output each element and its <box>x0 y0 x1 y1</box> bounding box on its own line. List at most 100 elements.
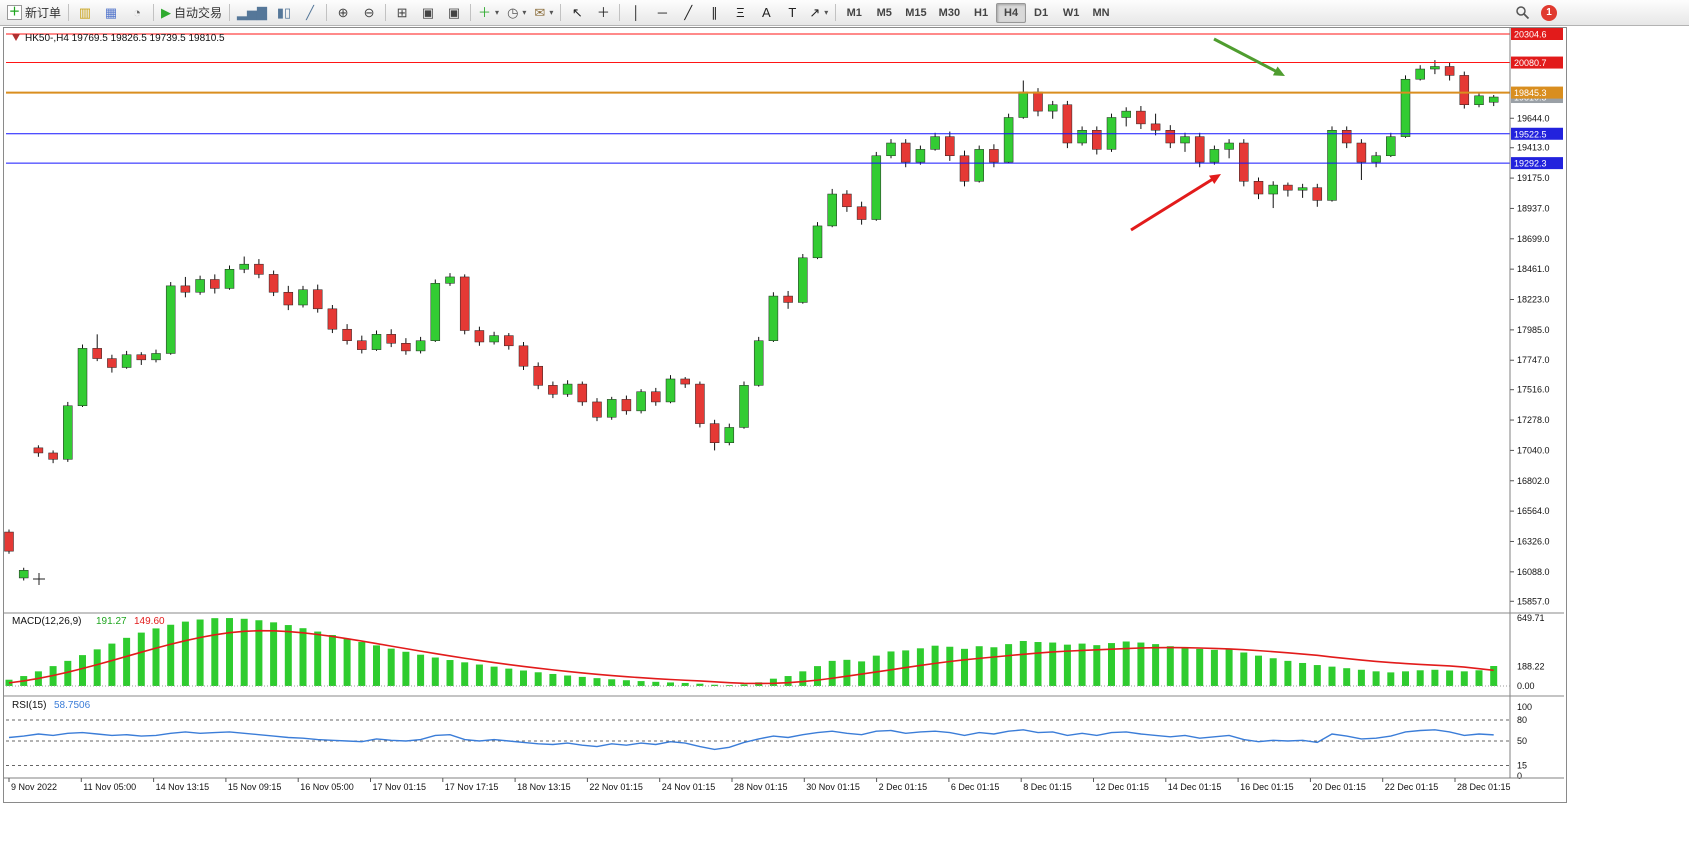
search-icon <box>1515 6 1529 20</box>
label-button[interactable]: T <box>779 2 805 24</box>
search-button[interactable] <box>1509 2 1535 24</box>
channel-button[interactable]: ∥ <box>701 2 727 24</box>
shapes-button[interactable]: ↗ ▾ <box>805 2 832 24</box>
svg-text:22 Dec 01:15: 22 Dec 01:15 <box>1385 782 1439 792</box>
candlestick-series <box>4 60 1499 581</box>
new-chart-icon: ＋ <box>478 5 492 20</box>
svg-text:16 Dec 01:15: 16 Dec 01:15 <box>1240 782 1294 792</box>
tile-windows-button[interactable]: ⊞ <box>389 2 415 24</box>
svg-text:188.22: 188.22 <box>1517 661 1545 671</box>
line-chart-button[interactable]: ╱ <box>297 2 323 24</box>
timeframe-m30-button[interactable]: M30 <box>938 6 961 19</box>
data-window-button[interactable]: ◔ <box>124 2 150 24</box>
chart-info: HK50-,H4 19769.5 19826.5 19739.5 19810.5 <box>12 33 225 44</box>
svg-text:19292.3: 19292.3 <box>1514 159 1547 169</box>
candlestick-chart-button[interactable]: ▮▯ <box>271 2 297 24</box>
svg-text:16326.0: 16326.0 <box>1517 536 1550 546</box>
cursor-button[interactable]: ↖ <box>564 2 590 24</box>
svg-text:19845.3: 19845.3 <box>1514 88 1547 98</box>
charts-profile-icon: ▥ <box>78 5 92 20</box>
toolbar-separator <box>68 4 70 21</box>
svg-text:12 Dec 01:15: 12 Dec 01:15 <box>1096 782 1150 792</box>
svg-text:80: 80 <box>1517 715 1527 725</box>
arrange-windows-icon: ▣ <box>447 5 461 20</box>
timeframe-h4-button[interactable]: H4 <box>996 2 1027 23</box>
price-badge-20080.7 <box>1511 56 1563 69</box>
chart-canvas[interactable]: HK50-,H4 19769.5 19826.5 19739.5 19810.5… <box>4 28 1564 800</box>
macd-signal-line <box>8 629 1494 685</box>
svg-text:18699.0: 18699.0 <box>1517 234 1550 244</box>
notification-badge[interactable]: 1 <box>1541 4 1557 21</box>
zoom-in-button[interactable]: ⊕ <box>330 2 356 24</box>
toolbar-separator <box>619 4 621 21</box>
timeframe-mn-button[interactable]: MN <box>1092 6 1110 19</box>
market-watch-button[interactable]: ▦ <box>98 2 124 24</box>
period-button[interactable]: ◷ ▾ <box>503 2 530 24</box>
svg-text:20080.7: 20080.7 <box>1514 58 1547 68</box>
horizontal-line-button[interactable]: ─ <box>649 2 675 24</box>
price-badge-19845.3 <box>1511 86 1563 99</box>
svg-text:2 Dec 01:15: 2 Dec 01:15 <box>879 782 928 792</box>
price-badge-19522.5 <box>1511 127 1563 140</box>
new-order-button-label: 新订单 <box>25 6 62 20</box>
svg-text:17516.0: 17516.0 <box>1517 385 1550 395</box>
svg-text:16088.0: 16088.0 <box>1517 567 1550 577</box>
svg-text:24 Nov 01:15: 24 Nov 01:15 <box>662 782 716 792</box>
svg-text:11 Nov 05:00: 11 Nov 05:00 <box>83 782 136 792</box>
timeframe-w1-button[interactable]: W1 <box>1062 6 1080 19</box>
timeframe-h1-button[interactable]: H1 <box>974 6 989 19</box>
svg-text:15 Nov 09:15: 15 Nov 09:15 <box>228 782 282 792</box>
timeframe-group: M1 M5 M15 M30 H1 H4 D1 W1 MN <box>839 2 1116 23</box>
svg-text:9 Nov 2022: 9 Nov 2022 <box>11 782 57 792</box>
svg-text:649.71: 649.71 <box>1517 613 1545 623</box>
new-order-button[interactable]: ＋新订单 <box>3 2 65 24</box>
timeframe-m5-button[interactable]: M5 <box>876 6 892 19</box>
cascade-windows-icon: ▣ <box>421 5 435 20</box>
horizontal-line-icon: ─ <box>657 5 667 20</box>
fibonacci-button[interactable]: Ξ <box>727 2 753 24</box>
timeframe-m15-button[interactable]: M15 <box>905 6 927 19</box>
trendline-button[interactable]: ╱ <box>675 2 701 24</box>
svg-text:16564.0: 16564.0 <box>1517 506 1550 516</box>
charts-profile-button[interactable]: ▥ <box>72 2 98 24</box>
new-chart-button[interactable]: ＋ ▾ <box>474 2 503 24</box>
crosshair-button[interactable]: ＋ <box>590 2 616 24</box>
svg-text:18 Nov 13:15: 18 Nov 13:15 <box>517 782 571 792</box>
vertical-line-button[interactable]: │ <box>623 2 649 24</box>
bar-chart-button[interactable]: ▂▅▇ <box>233 2 271 24</box>
svg-text:15: 15 <box>1517 761 1527 771</box>
svg-text:0: 0 <box>1517 771 1522 781</box>
text-icon: A <box>762 5 771 20</box>
toolbar-separator <box>835 4 837 21</box>
arrange-windows-button[interactable]: ▣ <box>441 2 467 24</box>
svg-text:14 Dec 01:15: 14 Dec 01:15 <box>1168 782 1222 792</box>
timeframe-m1-button[interactable]: M1 <box>846 6 862 19</box>
rsi-label: RSI(15) <box>12 700 46 711</box>
svg-text:16 Nov 05:00: 16 Nov 05:00 <box>300 782 354 792</box>
period-icon: ◷ <box>507 5 519 20</box>
crosshair-icon: ＋ <box>596 5 610 20</box>
auto-trading-button[interactable]: ▶ 自动交易 <box>157 2 226 24</box>
timeframe-d1-button[interactable]: D1 <box>1034 6 1049 19</box>
auto-trading-button-label: 自动交易 <box>174 6 223 20</box>
svg-text:22 Nov 01:15: 22 Nov 01:15 <box>589 782 643 792</box>
toolbar-separator <box>385 4 387 21</box>
svg-text:17278.0: 17278.0 <box>1517 415 1550 425</box>
market-watch-icon: ▦ <box>104 5 118 20</box>
svg-text:149.60: 149.60 <box>134 616 165 627</box>
line-chart-icon: ╱ <box>306 5 314 20</box>
template-icon: ✉ <box>534 5 546 20</box>
cascade-windows-button[interactable]: ▣ <box>415 2 441 24</box>
fibonacci-icon: Ξ <box>736 5 745 20</box>
zoom-out-icon: ⊖ <box>363 5 375 20</box>
ohlc-readout: HK50-,H4 19769.5 19826.5 19739.5 19810.5 <box>25 33 225 44</box>
price-badge-19292.3 <box>1511 157 1563 170</box>
svg-text:18461.0: 18461.0 <box>1517 264 1550 274</box>
text-button[interactable]: A <box>753 2 779 24</box>
template-button[interactable]: ✉ ▾ <box>530 2 557 24</box>
svg-text:30 Nov 01:15: 30 Nov 01:15 <box>806 782 860 792</box>
price-badge-20304.6 <box>1511 28 1563 40</box>
zoom-out-button[interactable]: ⊖ <box>356 2 382 24</box>
svg-text:18223.0: 18223.0 <box>1517 295 1550 305</box>
